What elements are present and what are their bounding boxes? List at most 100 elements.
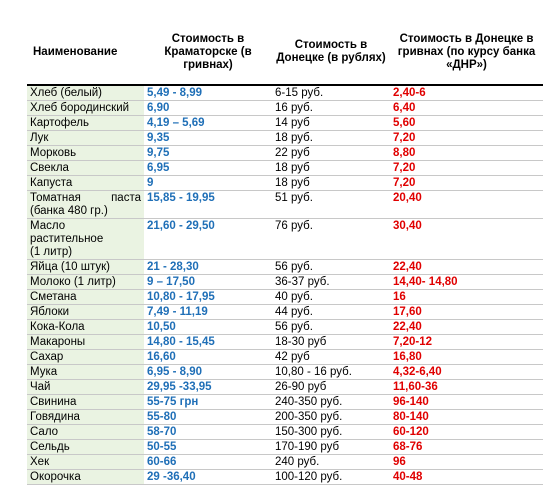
table-row: Сельдь 50-55 170-190 руб 68-76 (27, 439, 543, 455)
price-donetsk-uah: 6,40 (390, 100, 543, 116)
price-donetsk-rub: 16 руб. (272, 100, 390, 116)
price-donetsk-uah: 80-140 (390, 409, 543, 425)
price-donetsk-uah: 22,40 (390, 259, 543, 275)
price-donetsk-rub: 36-37 руб. (272, 274, 390, 290)
price-donetsk-rub: 200-350 руб. (272, 409, 390, 425)
price-comparison: Наименование Стоимость в Краматорске (в … (27, 20, 543, 485)
item-name: Лук (27, 130, 144, 146)
price-donetsk-rub: 44 руб. (272, 304, 390, 320)
item-name-line: Томатная паста (30, 192, 141, 205)
price-donetsk-uah: 7,20-12 (390, 334, 543, 350)
price-donetsk-uah: 2,40-6 (390, 85, 543, 101)
table-row: Хлеб (белый) 5,49 - 8,99 6-15 руб. 2,40-6 (27, 85, 543, 101)
item-name: Картофель (27, 115, 144, 131)
item-name: Свинина (27, 394, 144, 410)
price-donetsk-uah: 17,60 (390, 304, 543, 320)
item-name: Масло растительное (1 литр) (27, 218, 144, 260)
price-donetsk-uah: 16 (390, 289, 543, 305)
item-name: Сельдь (27, 439, 144, 455)
item-name: Морковь (27, 145, 144, 161)
item-name: Молоко (1 литр) (27, 274, 144, 290)
header-donetsk-uah: Стоимость в Донецке в гривнах (по курсу … (390, 20, 543, 86)
item-name: Хлеб (белый) (27, 85, 144, 101)
price-kramatorsk: 9,75 (144, 145, 272, 161)
price-donetsk-rub: 240-350 руб. (272, 394, 390, 410)
price-donetsk-uah: 11,60-36 (390, 379, 543, 395)
price-donetsk-uah: 14,40- 14,80 (390, 274, 543, 290)
table-row: Кока-Кола 10,50 56 руб. 22,40 (27, 319, 543, 335)
item-name: Хлеб бородинский (27, 100, 144, 116)
table-row: Чай 29,95 -33,95 26-90 руб 11,60-36 (27, 379, 543, 395)
price-donetsk-rub: 40 руб. (272, 289, 390, 305)
price-donetsk-rub: 56 руб. (272, 259, 390, 275)
table-row: Молоко (1 литр) 9 – 17,50 36-37 руб. 14,40-… (27, 274, 543, 290)
table-row: Масло растительное (1 литр) 21,60 - 29,50 7… (27, 218, 543, 260)
price-donetsk-uah: 5,60 (390, 115, 543, 131)
item-name: Яйца (10 штук) (27, 259, 144, 275)
table-row: Томатная паста (банка 480 гр.) 15,85 - 19,9… (27, 190, 543, 219)
item-name: Макароны (27, 334, 144, 350)
table-row: Лук 9,35 18 руб. 7,20 (27, 130, 543, 146)
table-row: Сахар 16,60 42 руб 16,80 (27, 349, 543, 365)
table-row: Яблоки 7,49 - 11,19 44 руб. 17,60 (27, 304, 543, 320)
item-name-line: Масло растительное (30, 220, 141, 246)
price-donetsk-rub: 76 руб. (272, 218, 390, 260)
table-row: Морковь 9,75 22 руб 8,80 (27, 145, 543, 161)
price-table: Наименование Стоимость в Краматорске (в … (27, 20, 543, 485)
price-donetsk-rub: 51 руб. (272, 190, 390, 219)
item-name: Сахар (27, 349, 144, 365)
price-donetsk-uah: 20,40 (390, 190, 543, 219)
price-donetsk-uah: 7,20 (390, 160, 543, 176)
item-name-line: (банка 480 гр.) (30, 205, 108, 217)
price-kramatorsk: 6,90 (144, 100, 272, 116)
header-donetsk-rub: Стоимость в Донецке (в рублях) (272, 20, 390, 86)
price-donetsk-rub: 240 руб. (272, 454, 390, 470)
item-name: Хек (27, 454, 144, 470)
price-donetsk-rub: 18 руб (272, 175, 390, 191)
price-donetsk-rub: 150-300 руб. (272, 424, 390, 440)
price-kramatorsk: 16,60 (144, 349, 272, 365)
table-body: Хлеб (белый) 5,49 - 8,99 6-15 руб. 2,40-6 Хл… (27, 85, 543, 485)
price-kramatorsk: 15,85 - 19,95 (144, 190, 272, 219)
price-kramatorsk: 55-75 грн (144, 394, 272, 410)
price-donetsk-uah: 7,20 (390, 130, 543, 146)
table-row: Мука 6,95 - 8,90 10,80 - 16 руб. 4,32-6,40 (27, 364, 543, 380)
price-kramatorsk: 9 (144, 175, 272, 191)
item-name-part: Томатная (30, 192, 81, 204)
price-donetsk-rub: 26-90 руб (272, 379, 390, 395)
header-name: Наименование (27, 20, 144, 86)
price-donetsk-uah: 96 (390, 454, 543, 470)
header-row: Наименование Стоимость в Краматорске (в … (27, 20, 543, 86)
table-row: Хлеб бородинский 6,90 16 руб. 6,40 (27, 100, 543, 116)
price-kramatorsk: 29 -36,40 (144, 469, 272, 485)
price-donetsk-rub: 18 руб. (272, 130, 390, 146)
price-donetsk-rub: 18-30 руб (272, 334, 390, 350)
price-donetsk-uah: 60-120 (390, 424, 543, 440)
price-donetsk-rub: 42 руб (272, 349, 390, 365)
table-row: Макароны 14,80 - 15,45 18-30 руб 7,20-12 (27, 334, 543, 350)
price-donetsk-rub: 100-120 руб. (272, 469, 390, 485)
item-name: Мука (27, 364, 144, 380)
price-kramatorsk: 29,95 -33,95 (144, 379, 272, 395)
table-row: Картофель 4,19 – 5,69 14 руб 5,60 (27, 115, 543, 131)
table-row: Свинина 55-75 грн 240-350 руб. 96-140 (27, 394, 543, 410)
table-row: Капуста 9 18 руб 7,20 (27, 175, 543, 191)
price-donetsk-rub: 10,80 - 16 руб. (272, 364, 390, 380)
item-name-line: (1 литр) (30, 246, 73, 258)
table-row: Окорочка 29 -36,40 100-120 руб. 40-48 (27, 469, 543, 485)
item-name: Свекла (27, 160, 144, 176)
price-donetsk-rub: 18 руб (272, 160, 390, 176)
item-name-part: паста (111, 192, 141, 204)
item-name: Яблоки (27, 304, 144, 320)
price-donetsk-rub: 14 руб (272, 115, 390, 131)
price-donetsk-uah: 96-140 (390, 394, 543, 410)
header-kramatorsk: Стоимость в Краматорске (в гривнах) (144, 20, 272, 86)
price-donetsk-uah: 16,80 (390, 349, 543, 365)
price-kramatorsk: 21,60 - 29,50 (144, 218, 272, 260)
price-kramatorsk: 60-66 (144, 454, 272, 470)
price-kramatorsk: 14,80 - 15,45 (144, 334, 272, 350)
price-kramatorsk: 10,80 - 17,95 (144, 289, 272, 305)
price-donetsk-uah: 4,32-6,40 (390, 364, 543, 380)
price-kramatorsk: 50-55 (144, 439, 272, 455)
price-donetsk-uah: 30,40 (390, 218, 543, 260)
